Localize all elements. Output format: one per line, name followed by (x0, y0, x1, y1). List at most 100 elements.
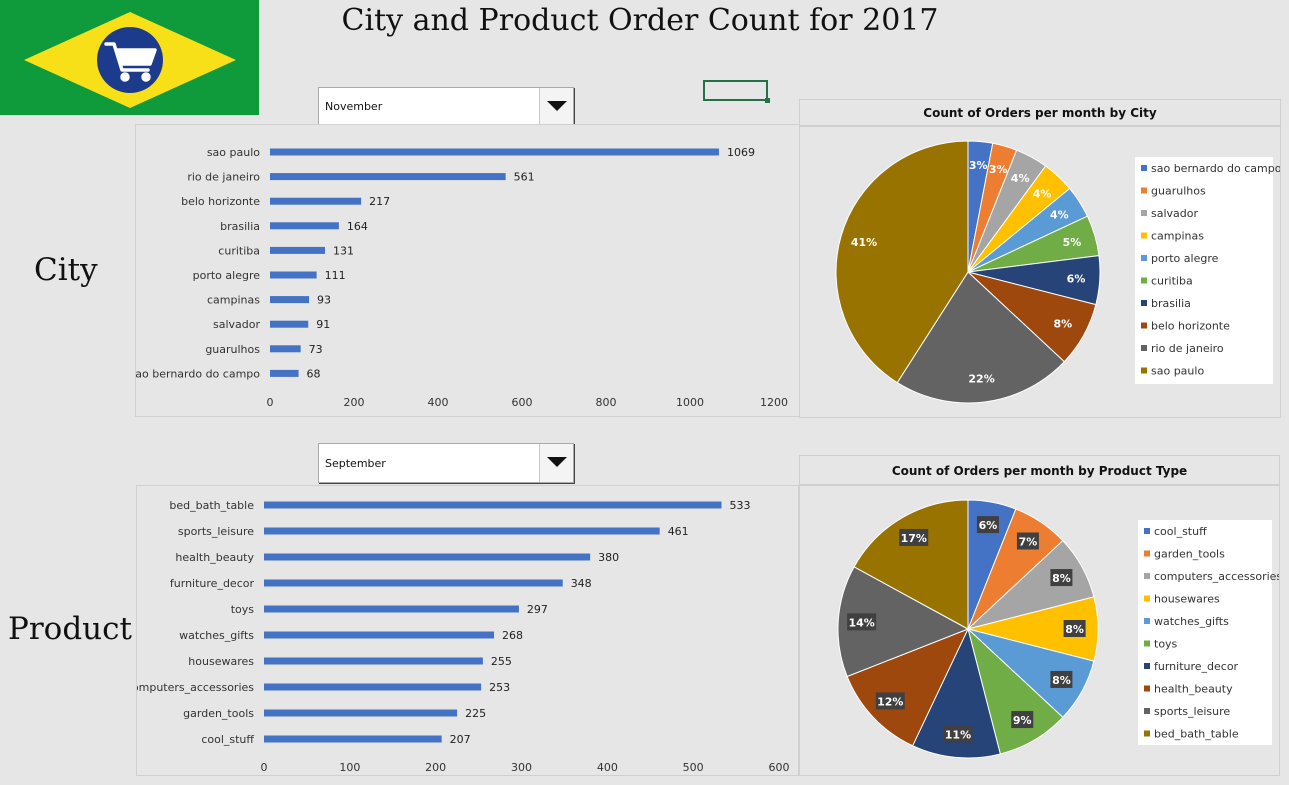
bar-data-label: 297 (527, 603, 548, 616)
pie-slice (846, 628, 969, 747)
pie-label-box (875, 692, 905, 710)
x-tick-label: 100 (339, 761, 360, 774)
pie-data-label: 8% (1054, 318, 1073, 331)
bar-category-label: watches_gifts (179, 629, 254, 642)
pie-data-label: 4% (1050, 208, 1069, 221)
bar (270, 271, 317, 279)
city-bar-chart: sao paulo 1069 rio de janeiro 561 belo horiz… (130, 146, 788, 409)
bar (270, 369, 299, 377)
x-tick-label: 400 (428, 396, 449, 409)
bar (270, 246, 326, 254)
bar-category-label: rio de janeiro (187, 171, 260, 184)
bar (270, 222, 339, 230)
pie-data-label: 14% (848, 616, 874, 629)
bar-category-label: campinas (207, 294, 260, 307)
bar (264, 683, 482, 691)
pie-label-box (1050, 670, 1073, 688)
bar-data-label: 207 (450, 733, 471, 746)
pie-data-label: 8% (1052, 674, 1071, 687)
bar-category-label: furniture_decor (170, 577, 255, 590)
bar-category-label: health_beauty (175, 551, 254, 564)
bar (264, 735, 442, 743)
pie-data-label: 6% (979, 519, 998, 532)
pie-data-label: 6% (1067, 273, 1086, 286)
legend-swatch (1144, 595, 1150, 602)
selected-cell[interactable] (703, 80, 770, 103)
bar-category-label: bed_bath_table (169, 499, 254, 512)
x-tick-label: 600 (769, 761, 790, 774)
legend-entry: guarulhos (1151, 185, 1206, 198)
x-tick-label: 200 (344, 396, 365, 409)
pie-label-box (847, 613, 877, 631)
bar (264, 527, 660, 535)
legend-entry: curitiba (1151, 275, 1193, 288)
pie-data-label: 12% (877, 695, 903, 708)
pie-data-label: 4% (1033, 188, 1052, 201)
pie-label-box (976, 516, 999, 534)
x-tick-label: 200 (425, 761, 446, 774)
bar-data-label: 91 (316, 318, 330, 331)
legend-entry: porto alegre (1151, 252, 1219, 265)
bar (264, 657, 483, 665)
product-pie-chart-panel: 6% 7% 8% 8% 8% 9% 11% 12% 14% 17% cool_stuff garden… (799, 485, 1282, 776)
pie-legend (1135, 157, 1273, 384)
legend-swatch (1144, 730, 1150, 737)
legend-entry: health_beauty (1154, 683, 1233, 696)
legend-swatch (1141, 345, 1147, 351)
x-tick-label: 800 (596, 396, 617, 409)
bar-category-label: sao paulo (207, 146, 260, 159)
bar-category-label: garden_tools (183, 707, 254, 720)
pie-data-label: 9% (1013, 714, 1032, 727)
legend-swatch (1144, 573, 1150, 579)
bar-category-label: sao bernardo do campo (136, 367, 260, 380)
legend-swatch (1141, 367, 1147, 374)
product-pie-chart: 6% 7% 8% 8% 8% 9% 11% 12% 14% 17% cool_stuffgarden… (837, 499, 1282, 759)
bar-category-label: brasilia (220, 220, 260, 233)
bar (270, 197, 362, 205)
pie-slice (835, 140, 969, 384)
legend-entry: housewares (1154, 593, 1220, 606)
bar (264, 605, 519, 613)
bar-category-label: porto alegre (193, 269, 261, 282)
legend-entry: cool_stuff (1154, 525, 1207, 538)
legend-entry: furniture_decor (1154, 660, 1239, 673)
page-title: City and Product Order Count for 2017 (341, 3, 939, 38)
legend-swatch (1141, 277, 1147, 284)
legend-entry: salvador (1151, 207, 1198, 220)
x-tick-label: 300 (511, 761, 532, 774)
legend-entry: watches_gifts (1154, 615, 1229, 628)
legend-swatch (1141, 210, 1147, 216)
section-label-city: City (34, 252, 98, 288)
pie-data-label: 41% (851, 236, 877, 249)
legend-swatch (1141, 300, 1147, 306)
bar-data-label: 73 (309, 343, 323, 356)
product-month-dropdown[interactable]: September (318, 443, 574, 483)
x-tick-label: 1000 (676, 396, 704, 409)
city-month-dropdown[interactable]: November (318, 87, 574, 125)
bar (264, 553, 591, 561)
legend-entry: computers_accessories (1154, 570, 1279, 583)
bar (270, 296, 310, 304)
legend-entry: rio de janeiro (1151, 342, 1224, 355)
legend-entry: brasilia (1151, 297, 1191, 310)
pie-slice (896, 271, 1065, 404)
bar-data-label: 1069 (727, 146, 755, 159)
bar-category-label: belo horizonte (181, 195, 260, 208)
city-pie-chart-panel: 3% 3% 4% 4% 4% 5% 6% 8% 22% 41% sao bernardo do ca… (799, 126, 1282, 418)
legend-entry: sports_leisure (1154, 705, 1230, 718)
caret-down-icon[interactable] (539, 444, 573, 482)
bar-data-label: 380 (598, 551, 619, 564)
bar (264, 631, 495, 639)
bar-category-label: housewares (188, 655, 254, 668)
pie-data-label: 8% (1052, 572, 1071, 585)
bar-data-label: 225 (465, 707, 486, 720)
pie-label-box (943, 725, 973, 743)
bar-data-label: 268 (502, 629, 523, 642)
caret-down-icon[interactable] (539, 88, 573, 124)
x-tick-label: 0 (267, 396, 274, 409)
bar-data-label: 68 (307, 367, 321, 380)
product-bar-chart: bed_bath_table 533 sports_leisure 461 health… (126, 499, 790, 774)
bar (270, 320, 309, 328)
bar-data-label: 111 (325, 269, 346, 282)
bar (270, 148, 719, 156)
